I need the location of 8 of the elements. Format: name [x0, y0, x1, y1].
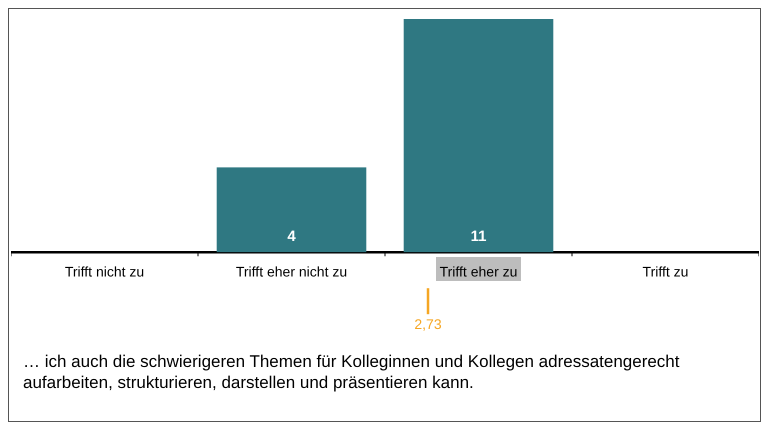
x-tick-label: Trifft nicht zu — [64, 263, 144, 280]
x-tick-label: Trifft eher nicht zu — [236, 263, 348, 280]
data-label: 11 — [470, 228, 486, 245]
x-tick-label: Trifft eher zu — [440, 263, 518, 280]
data-label: 4 — [287, 228, 296, 245]
text: 2,73 — [414, 316, 442, 332]
x-tick-label: Trifft zu — [642, 263, 688, 280]
text: … ich auch die schwierigeren Themen für Kolleginnen und Kollegen adressatengerecht aufarbeiten, strukturieren, darstellen und präsentieren kann. — [22, 351, 680, 393]
